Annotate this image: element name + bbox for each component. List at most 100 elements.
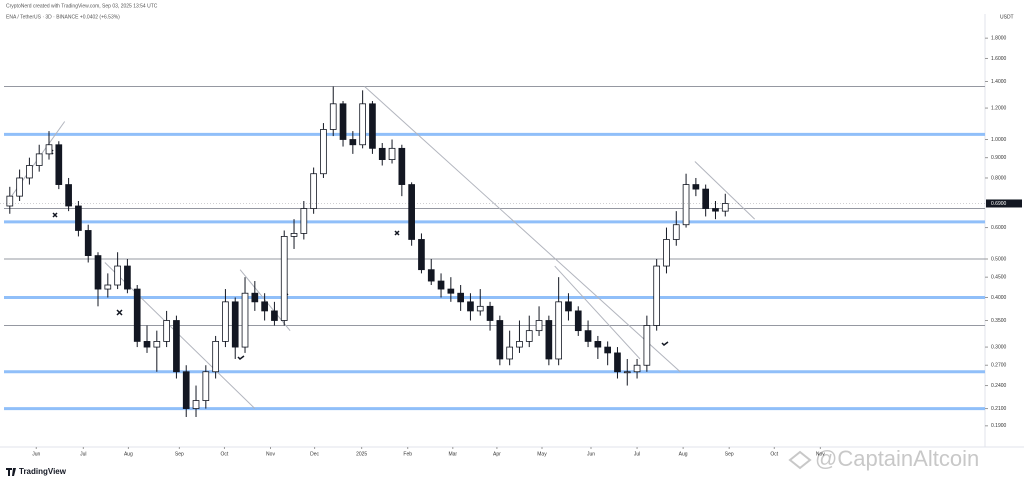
candle-body: [300, 208, 308, 234]
candle-body: [721, 203, 729, 212]
candle-body: [467, 301, 474, 312]
y-tick-label: 0.5000: [991, 256, 1007, 262]
cross-marker: [52, 212, 58, 218]
candle-body: [192, 400, 200, 409]
candle-body: [418, 239, 425, 271]
candle-body: [163, 320, 170, 342]
cross-marker: [116, 309, 123, 316]
candle-body: [94, 255, 102, 290]
candle-body: [173, 320, 180, 373]
candle-body: [496, 320, 504, 360]
candle-body: [702, 188, 710, 209]
candle-body: [437, 280, 445, 290]
candle-body: [584, 330, 592, 342]
y-tick-label: 1.0000: [991, 137, 1007, 143]
x-tick-label: 2025: [356, 451, 367, 457]
y-tick-label: 0.2400: [991, 383, 1007, 389]
candle-body: [349, 139, 357, 146]
x-tick-label: Mar: [448, 451, 457, 457]
y-tick-label: 0.1900: [991, 423, 1007, 429]
candle-body: [565, 301, 572, 312]
candle-body: [241, 292, 249, 348]
trend-line: [694, 161, 756, 220]
candle-body: [6, 195, 14, 207]
candle-body: [114, 265, 121, 286]
watermark-text: @CaptainAltcoin: [815, 446, 979, 471]
candle-body: [633, 364, 641, 373]
candle-body: [222, 301, 229, 342]
candle-body: [271, 310, 278, 321]
candle-body: [525, 330, 533, 342]
candle-body: [339, 103, 347, 140]
candle-body: [682, 184, 690, 226]
check-marker: [661, 341, 669, 346]
candle-body: [447, 288, 455, 294]
candle-body: [604, 346, 612, 354]
candle-body: [643, 325, 651, 366]
candle-body: [486, 305, 494, 321]
x-tick-label: Aug: [679, 451, 688, 457]
x-tick-label: Jun: [587, 451, 595, 457]
candle-body: [231, 301, 239, 348]
candle-body: [45, 144, 53, 155]
candle-body: [692, 184, 700, 190]
candle-body: [84, 230, 92, 256]
y-tick-label: 0.2100: [991, 406, 1007, 412]
candle-body: [55, 144, 63, 185]
y-tick-label: 0.8000: [991, 175, 1007, 181]
candle-body: [26, 165, 33, 179]
candle-body: [672, 224, 680, 240]
candle-body: [476, 305, 484, 312]
symbol-info: ENA / TetherUS · 3D · BINANCE +0.0402 (+…: [6, 14, 120, 20]
candle-body: [574, 310, 582, 332]
x-tick-label: Sep: [725, 451, 734, 457]
candle-body: [388, 147, 396, 160]
candle-body: [104, 284, 112, 290]
candle-body: [555, 301, 562, 360]
candle-body: [594, 341, 602, 348]
candle-body: [653, 265, 661, 326]
candle-body: [35, 153, 43, 166]
plot: [0, 85, 985, 417]
y-tick-label: 0.4500: [991, 274, 1007, 280]
x-tick-label: Oct: [221, 451, 229, 457]
x-tick-label: Apr: [493, 451, 501, 457]
candle-body: [290, 233, 298, 237]
last-price-label: 0.6900: [991, 201, 1007, 207]
x-tick-label: Jul: [634, 451, 640, 457]
x-tick-label: Jun: [32, 451, 40, 457]
y-tick-label: 0.4000: [991, 295, 1007, 301]
check-marker: [237, 355, 245, 360]
y-tick-label: 1.8000: [991, 35, 1007, 41]
candle-body: [329, 103, 337, 130]
candle-body: [320, 129, 327, 175]
candle-body: [153, 341, 161, 348]
candle-body: [369, 103, 376, 149]
candle-body: [535, 320, 543, 332]
y-tick-label: 0.2700: [991, 363, 1007, 369]
candle-body: [457, 292, 464, 303]
x-tick-label: May: [537, 451, 547, 457]
candle-body: [212, 341, 219, 373]
candle-body: [516, 341, 523, 348]
candle-body: [398, 147, 406, 185]
x-tick-label: Oct: [770, 451, 778, 457]
y-tick-label: 0.9000: [991, 155, 1007, 161]
chart-header: CryptoNerd created with TradingView.com,…: [6, 3, 158, 9]
candle-body: [182, 371, 190, 409]
candle-body: [124, 265, 131, 290]
x-tick-label: Dec: [310, 451, 319, 457]
candle-body: [545, 320, 553, 360]
logo-icon: [6, 468, 16, 476]
trend-line: [554, 265, 641, 360]
candle-body: [202, 371, 210, 401]
candle-body: [280, 236, 288, 321]
candle-body: [75, 205, 82, 231]
trend-line: [364, 86, 681, 373]
currency-label: USDT: [1000, 14, 1014, 20]
y-tick-label: 1.2000: [991, 105, 1007, 111]
logo-text: TradingView: [19, 467, 67, 476]
y-tick-label: 0.3000: [991, 344, 1007, 350]
candle-body: [712, 208, 719, 212]
